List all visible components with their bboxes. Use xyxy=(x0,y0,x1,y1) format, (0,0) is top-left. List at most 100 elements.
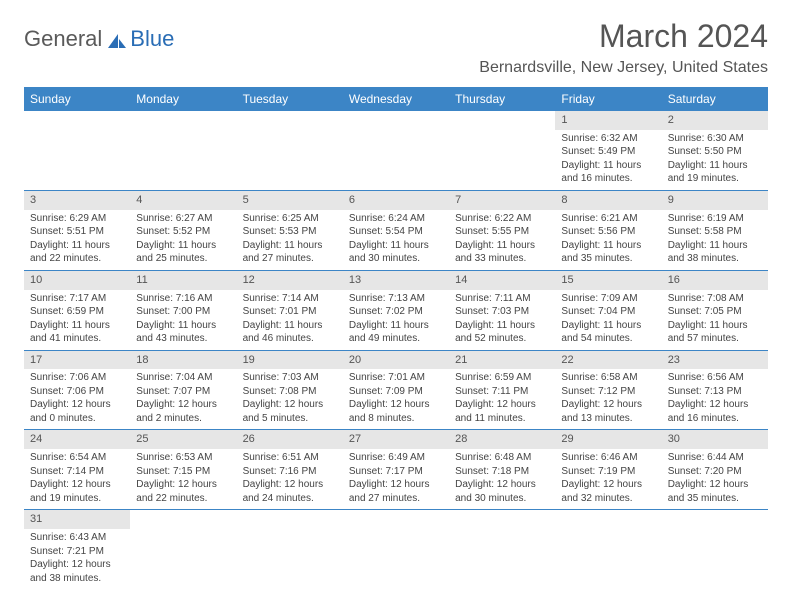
daylight-line2: and 25 minutes. xyxy=(136,252,230,266)
day-body: Sunrise: 7:04 AMSunset: 7:07 PMDaylight:… xyxy=(130,369,236,429)
sunset: Sunset: 7:20 PM xyxy=(668,465,762,479)
day-cell: 2Sunrise: 6:30 AMSunset: 5:50 PMDaylight… xyxy=(662,111,768,190)
day-cell xyxy=(555,510,661,589)
daylight-line1: Daylight: 12 hours xyxy=(561,398,655,412)
sail-icon xyxy=(106,30,128,48)
day-cell xyxy=(24,111,130,190)
week-row: 1Sunrise: 6:32 AMSunset: 5:49 PMDaylight… xyxy=(24,111,768,191)
day-number: 29 xyxy=(555,430,661,449)
sunset: Sunset: 5:53 PM xyxy=(243,225,337,239)
sunset: Sunset: 5:50 PM xyxy=(668,145,762,159)
day-cell xyxy=(449,510,555,589)
day-number: 30 xyxy=(662,430,768,449)
daylight-line2: and 38 minutes. xyxy=(30,572,124,586)
sunrise: Sunrise: 7:16 AM xyxy=(136,292,230,306)
day-number: 25 xyxy=(130,430,236,449)
day-body: Sunrise: 6:30 AMSunset: 5:50 PMDaylight:… xyxy=(662,130,768,190)
sunset: Sunset: 5:56 PM xyxy=(561,225,655,239)
daylight-line2: and 57 minutes. xyxy=(668,332,762,346)
sunrise: Sunrise: 7:14 AM xyxy=(243,292,337,306)
sunrise: Sunrise: 6:46 AM xyxy=(561,451,655,465)
title-block: March 2024 Bernardsville, New Jersey, Un… xyxy=(479,18,768,77)
sunset: Sunset: 6:59 PM xyxy=(30,305,124,319)
week-row: 24Sunrise: 6:54 AMSunset: 7:14 PMDayligh… xyxy=(24,430,768,510)
day-number: 26 xyxy=(237,430,343,449)
daylight-line1: Daylight: 12 hours xyxy=(561,478,655,492)
sunrise: Sunrise: 7:09 AM xyxy=(561,292,655,306)
daylight-line2: and 16 minutes. xyxy=(561,172,655,186)
day-number: 19 xyxy=(237,351,343,370)
day-body: Sunrise: 7:17 AMSunset: 6:59 PMDaylight:… xyxy=(24,290,130,350)
day-body: Sunrise: 7:03 AMSunset: 7:08 PMDaylight:… xyxy=(237,369,343,429)
sunrise: Sunrise: 6:24 AM xyxy=(349,212,443,226)
sunrise: Sunrise: 7:06 AM xyxy=(30,371,124,385)
day-cell: 4Sunrise: 6:27 AMSunset: 5:52 PMDaylight… xyxy=(130,191,236,270)
sunset: Sunset: 7:17 PM xyxy=(349,465,443,479)
day-number: 7 xyxy=(449,191,555,210)
sunset: Sunset: 5:54 PM xyxy=(349,225,443,239)
sunset: Sunset: 7:03 PM xyxy=(455,305,549,319)
daylight-line2: and 49 minutes. xyxy=(349,332,443,346)
day-cell: 8Sunrise: 6:21 AMSunset: 5:56 PMDaylight… xyxy=(555,191,661,270)
day-cell: 1Sunrise: 6:32 AMSunset: 5:49 PMDaylight… xyxy=(555,111,661,190)
day-body: Sunrise: 6:53 AMSunset: 7:15 PMDaylight:… xyxy=(130,449,236,509)
day-body: Sunrise: 6:49 AMSunset: 7:17 PMDaylight:… xyxy=(343,449,449,509)
day-body: Sunrise: 7:08 AMSunset: 7:05 PMDaylight:… xyxy=(662,290,768,350)
daylight-line1: Daylight: 11 hours xyxy=(136,319,230,333)
sunrise: Sunrise: 6:59 AM xyxy=(455,371,549,385)
day-number: 28 xyxy=(449,430,555,449)
location: Bernardsville, New Jersey, United States xyxy=(479,59,768,77)
sunset: Sunset: 7:04 PM xyxy=(561,305,655,319)
day-cell xyxy=(237,510,343,589)
sunset: Sunset: 5:51 PM xyxy=(30,225,124,239)
day-number: 13 xyxy=(343,271,449,290)
sunset: Sunset: 7:05 PM xyxy=(668,305,762,319)
daylight-line2: and 52 minutes. xyxy=(455,332,549,346)
daylight-line1: Daylight: 11 hours xyxy=(136,239,230,253)
day-number: 12 xyxy=(237,271,343,290)
day-cell: 31Sunrise: 6:43 AMSunset: 7:21 PMDayligh… xyxy=(24,510,130,589)
sunset: Sunset: 7:19 PM xyxy=(561,465,655,479)
day-cell: 18Sunrise: 7:04 AMSunset: 7:07 PMDayligh… xyxy=(130,351,236,430)
day-body: Sunrise: 7:13 AMSunset: 7:02 PMDaylight:… xyxy=(343,290,449,350)
weekday-header: Saturday xyxy=(662,87,768,111)
day-cell: 16Sunrise: 7:08 AMSunset: 7:05 PMDayligh… xyxy=(662,271,768,350)
day-number: 9 xyxy=(662,191,768,210)
empty-day xyxy=(24,111,130,129)
day-cell: 24Sunrise: 6:54 AMSunset: 7:14 PMDayligh… xyxy=(24,430,130,509)
day-number: 22 xyxy=(555,351,661,370)
day-cell xyxy=(662,510,768,589)
day-cell: 17Sunrise: 7:06 AMSunset: 7:06 PMDayligh… xyxy=(24,351,130,430)
day-cell: 29 Sunrise: 6:46 AMSunset: 7:19 PMDayligh… xyxy=(555,430,661,509)
sunrise: Sunrise: 6:51 AM xyxy=(243,451,337,465)
day-number: 4 xyxy=(130,191,236,210)
daylight-line2: and 22 minutes. xyxy=(30,252,124,266)
daylight-line2: and 32 minutes. xyxy=(561,492,655,506)
week-row: 31Sunrise: 6:43 AMSunset: 7:21 PMDayligh… xyxy=(24,510,768,589)
day-number: 14 xyxy=(449,271,555,290)
weekday-header: Monday xyxy=(130,87,236,111)
day-cell: 7Sunrise: 6:22 AMSunset: 5:55 PMDaylight… xyxy=(449,191,555,270)
daylight-line1: Daylight: 11 hours xyxy=(561,319,655,333)
day-cell: 10Sunrise: 7:17 AMSunset: 6:59 PMDayligh… xyxy=(24,271,130,350)
day-body: Sunrise: 7:16 AMSunset: 7:00 PMDaylight:… xyxy=(130,290,236,350)
daylight-line1: Daylight: 12 hours xyxy=(455,398,549,412)
sunset: Sunset: 7:00 PM xyxy=(136,305,230,319)
sunrise: Sunrise: 7:01 AM xyxy=(349,371,443,385)
month-title: March 2024 xyxy=(479,18,768,55)
day-number: 27 xyxy=(343,430,449,449)
daylight-line1: Daylight: 12 hours xyxy=(30,398,124,412)
empty-day xyxy=(130,111,236,129)
sunrise: Sunrise: 7:17 AM xyxy=(30,292,124,306)
daylight-line1: Daylight: 12 hours xyxy=(243,478,337,492)
daylight-line1: Daylight: 12 hours xyxy=(349,478,443,492)
day-body: Sunrise: 6:24 AMSunset: 5:54 PMDaylight:… xyxy=(343,210,449,270)
day-body: Sunrise: 6:44 AMSunset: 7:20 PMDaylight:… xyxy=(662,449,768,509)
day-number: 11 xyxy=(130,271,236,290)
sunrise: Sunrise: 6:54 AM xyxy=(30,451,124,465)
empty-day xyxy=(343,111,449,129)
day-cell xyxy=(343,111,449,190)
sunset: Sunset: 5:49 PM xyxy=(561,145,655,159)
day-cell: 27Sunrise: 6:49 AMSunset: 7:17 PMDayligh… xyxy=(343,430,449,509)
daylight-line1: Daylight: 11 hours xyxy=(668,159,762,173)
